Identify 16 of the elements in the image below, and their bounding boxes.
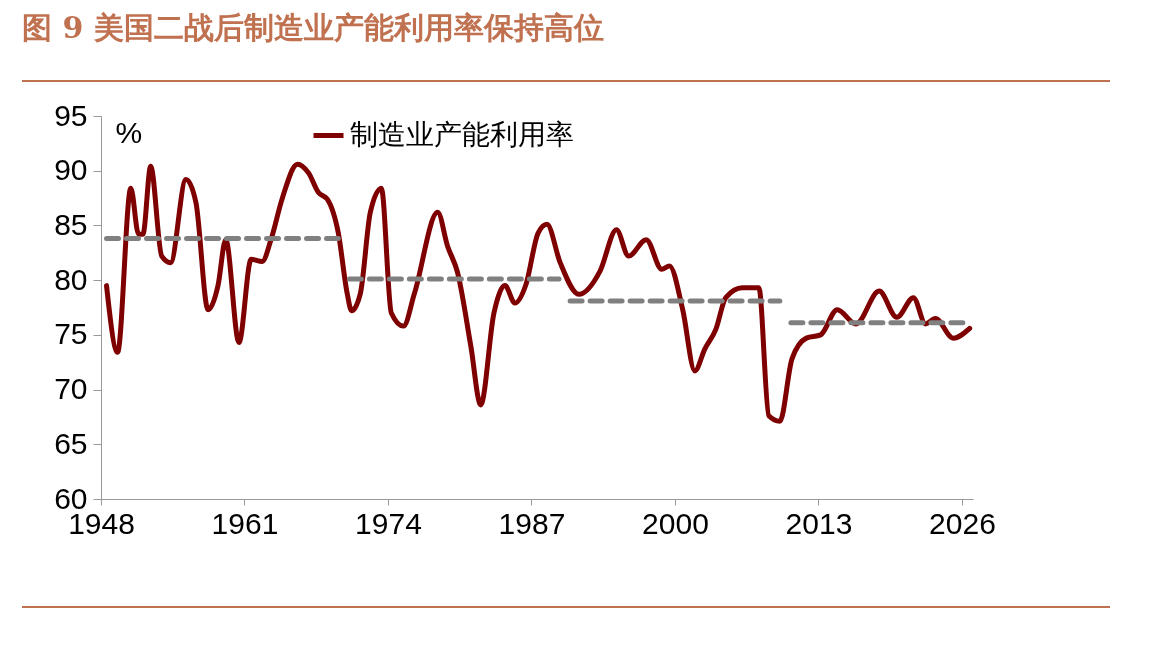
y-tick-label: 80 [54, 262, 88, 296]
y-tick-label: 95 [54, 98, 88, 132]
legend-label: 制造业产能利用率 [350, 117, 574, 151]
y-axis-title: % [115, 115, 143, 149]
y-tick-label: 65 [54, 426, 88, 460]
y-tick-label: 85 [54, 207, 88, 241]
x-tick-label: 1961 [211, 506, 279, 540]
x-tick-label: 1987 [498, 506, 566, 540]
x-tick-label: 2026 [929, 506, 996, 540]
chart-title: 图 9 美国二战后制造业产能利用率保持高位 [22, 9, 604, 47]
y-tick-label: 70 [54, 372, 88, 406]
x-tick-label: 1974 [355, 506, 422, 540]
x-tick-label: 2013 [785, 506, 853, 540]
y-tick-label: 75 [54, 317, 88, 351]
x-tick-label: 2000 [642, 506, 709, 540]
y-tick-label: 90 [54, 153, 88, 187]
